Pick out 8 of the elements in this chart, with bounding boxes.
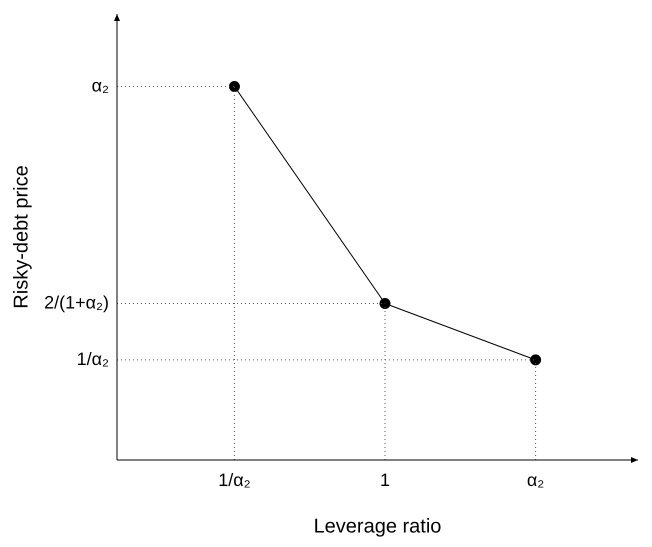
y-axis-title: Risky-debt price (10, 165, 33, 309)
ref-line-label: 1/α₂ (76, 348, 110, 369)
x-tick-label: 1/α₂ (218, 470, 251, 490)
x-tick-label: α₂ (526, 470, 544, 490)
ref-line-label: 2/(1+α₂) (44, 292, 109, 312)
x-tick-label: 1 (380, 470, 390, 490)
ref-line-label: α₂ (92, 75, 109, 96)
x-axis-title: Leverage ratio (314, 516, 442, 538)
